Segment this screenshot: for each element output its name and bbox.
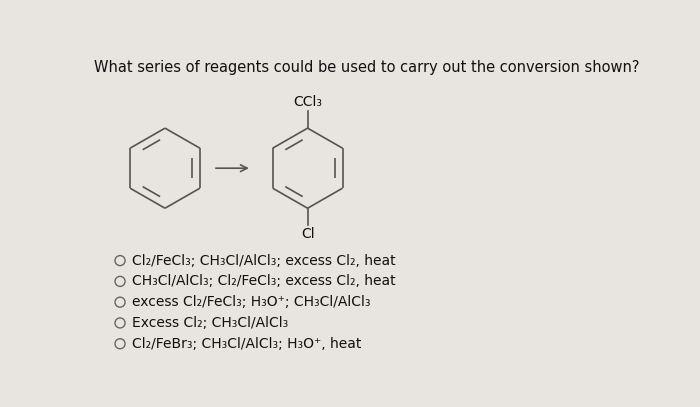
Text: Cl₂/FeBr₃; CH₃Cl/AlCl₃; H₃O⁺, heat: Cl₂/FeBr₃; CH₃Cl/AlCl₃; H₃O⁺, heat (132, 337, 362, 351)
Text: CCl₃: CCl₃ (293, 95, 322, 109)
Text: excess Cl₂/FeCl₃; H₃O⁺; CH₃Cl/AlCl₃: excess Cl₂/FeCl₃; H₃O⁺; CH₃Cl/AlCl₃ (132, 295, 371, 309)
Text: What series of reagents could be used to carry out the conversion shown?: What series of reagents could be used to… (94, 59, 639, 74)
Text: Cl₂/FeCl₃; CH₃Cl/AlCl₃; excess Cl₂, heat: Cl₂/FeCl₃; CH₃Cl/AlCl₃; excess Cl₂, heat (132, 254, 396, 267)
Text: Excess Cl₂; CH₃Cl/AlCl₃: Excess Cl₂; CH₃Cl/AlCl₃ (132, 316, 288, 330)
Text: CH₃Cl/AlCl₃; Cl₂/FeCl₃; excess Cl₂, heat: CH₃Cl/AlCl₃; Cl₂/FeCl₃; excess Cl₂, heat (132, 274, 396, 289)
Text: Cl: Cl (301, 228, 314, 241)
